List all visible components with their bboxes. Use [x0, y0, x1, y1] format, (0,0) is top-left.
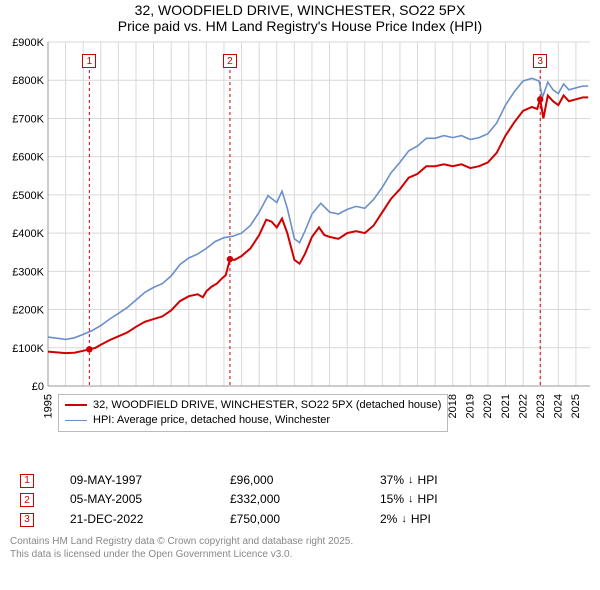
x-tick-label: 1995 [42, 394, 54, 418]
y-tick-label: £200K [12, 305, 44, 317]
arrow-down-icon: ↓ [408, 493, 414, 505]
sale-point [86, 346, 92, 352]
arrow-down-icon: ↓ [401, 513, 407, 525]
y-tick-label: £600K [12, 152, 44, 164]
sales-table-row: 1 09-MAY-1997£96,00037% ↓ HPI [20, 470, 590, 490]
y-tick-label: £800K [12, 75, 44, 87]
chart-container: £0 £100K £200K £300K £400K £500K £600K £700K £80… [0, 34, 600, 464]
sale-marker-chart-1: 1 [82, 54, 96, 68]
sale-marker-chart-2: 2 [223, 54, 237, 68]
sale-price: £96,000 [230, 473, 380, 487]
x-tick-label: 2023 [535, 394, 547, 418]
page-subtitle: Price paid vs. HM Land Registry's House … [0, 18, 600, 34]
legend-label-hpi: HPI: Average price, detached house, Winc… [93, 413, 330, 428]
sale-marker-table-1: 1 [20, 474, 34, 488]
y-tick-label: £900K [12, 37, 44, 49]
x-tick-label: 2021 [500, 394, 512, 418]
title-block: 32, WOODFIELD DRIVE, WINCHESTER, SO22 5P… [0, 0, 600, 34]
below-chart: 1 09-MAY-1997£96,00037% ↓ HPI 2 05-MAY-2005… [0, 464, 600, 561]
legend-swatch-hpi [65, 420, 87, 421]
sale-date: 21-DEC-2022 [70, 512, 230, 526]
sale-price: £750,000 [230, 512, 380, 526]
fineprint: Contains HM Land Registry data © Crown c… [0, 531, 600, 561]
legend-swatch-price-paid [65, 404, 87, 406]
x-tick-label: 2022 [517, 394, 529, 418]
y-tick-label: £100K [12, 343, 44, 355]
legend: 32, WOODFIELD DRIVE, WINCHESTER, SO22 5P… [58, 394, 448, 432]
y-tick-label: £400K [12, 228, 44, 240]
sales-table-row: 2 05-MAY-2005£332,00015% ↓ HPI [20, 490, 590, 510]
sale-date: 09-MAY-1997 [70, 473, 230, 487]
x-tick-label: 2019 [465, 394, 477, 418]
sale-point [227, 256, 233, 262]
sale-price: £332,000 [230, 492, 380, 506]
x-tick-label: 2025 [570, 394, 582, 418]
y-tick-label: £700K [12, 113, 44, 125]
sale-marker-chart-3: 3 [533, 54, 547, 68]
y-tick-label: £0 [32, 381, 44, 393]
x-tick-label: 2018 [447, 394, 459, 418]
legend-label-price-paid: 32, WOODFIELD DRIVE, WINCHESTER, SO22 5P… [93, 398, 441, 413]
sale-date: 05-MAY-2005 [70, 492, 230, 506]
y-tick-label: £300K [12, 266, 44, 278]
x-tick-label: 2024 [553, 394, 565, 418]
sales-table: 1 09-MAY-1997£96,00037% ↓ HPI 2 05-MAY-2005… [0, 464, 600, 531]
x-tick-label: 2020 [482, 394, 494, 418]
sale-marker-table-2: 2 [20, 493, 34, 507]
page-title: 32, WOODFIELD DRIVE, WINCHESTER, SO22 5P… [0, 2, 600, 18]
y-tick-label: £500K [12, 190, 44, 202]
series-price_paid [48, 96, 588, 354]
sale-marker-table-3: 3 [20, 513, 34, 527]
sales-table-row: 3 21-DEC-2022£750,0002% ↓ HPI [20, 509, 590, 529]
fineprint-line1: Contains HM Land Registry data © Crown c… [10, 535, 590, 548]
sale-diff: 15% ↓ HPI [380, 492, 590, 506]
series-hpi [48, 78, 588, 339]
legend-row-price-paid: 32, WOODFIELD DRIVE, WINCHESTER, SO22 5P… [65, 398, 441, 413]
sale-point [537, 96, 543, 102]
sale-diff: 2% ↓ HPI [380, 512, 590, 526]
arrow-down-icon: ↓ [408, 474, 414, 486]
sale-diff: 37% ↓ HPI [380, 473, 590, 487]
fineprint-line2: This data is licensed under the Open Gov… [10, 548, 590, 561]
legend-row-hpi: HPI: Average price, detached house, Winc… [65, 413, 441, 428]
